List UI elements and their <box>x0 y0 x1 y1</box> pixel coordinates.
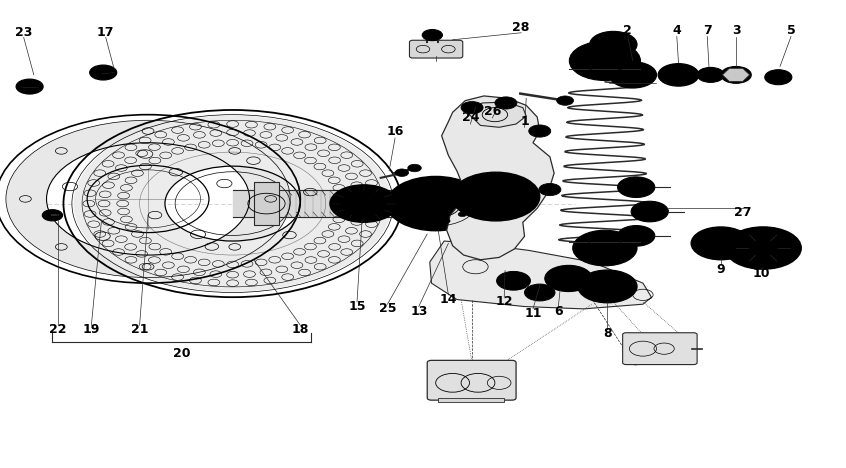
Text: 25: 25 <box>379 302 396 315</box>
Text: 2: 2 <box>624 24 632 37</box>
Circle shape <box>631 201 668 222</box>
FancyBboxPatch shape <box>427 360 516 400</box>
Circle shape <box>497 271 530 290</box>
Circle shape <box>578 270 637 303</box>
Circle shape <box>697 67 724 82</box>
Text: 16: 16 <box>387 124 404 138</box>
Text: 26: 26 <box>484 105 501 118</box>
Circle shape <box>539 183 561 196</box>
Text: 5: 5 <box>787 24 795 37</box>
Circle shape <box>421 184 430 189</box>
Text: 12: 12 <box>496 295 513 308</box>
Text: 15: 15 <box>349 300 365 313</box>
Text: 22: 22 <box>49 323 66 336</box>
FancyBboxPatch shape <box>409 40 463 58</box>
Text: 23: 23 <box>15 26 32 39</box>
Circle shape <box>529 125 551 137</box>
Text: 10: 10 <box>753 267 770 280</box>
Text: 21: 21 <box>131 323 148 336</box>
Circle shape <box>676 83 681 86</box>
Text: 13: 13 <box>410 305 427 318</box>
Circle shape <box>609 62 656 88</box>
Circle shape <box>525 284 555 301</box>
Polygon shape <box>254 182 279 225</box>
Text: 27: 27 <box>734 206 751 219</box>
Text: 28: 28 <box>513 21 530 34</box>
Circle shape <box>459 190 467 195</box>
Polygon shape <box>722 68 750 81</box>
Polygon shape <box>415 186 436 221</box>
Circle shape <box>16 79 43 94</box>
Circle shape <box>659 73 664 76</box>
Circle shape <box>442 219 450 223</box>
Circle shape <box>398 201 407 206</box>
Polygon shape <box>430 241 651 309</box>
Circle shape <box>725 227 801 269</box>
Circle shape <box>664 67 669 70</box>
Text: 6: 6 <box>554 305 563 318</box>
Circle shape <box>459 212 467 217</box>
Circle shape <box>461 102 483 114</box>
Polygon shape <box>442 96 554 260</box>
Circle shape <box>691 227 750 260</box>
Text: 20: 20 <box>173 347 190 360</box>
Circle shape <box>664 80 669 83</box>
Circle shape <box>618 177 655 197</box>
Text: 9: 9 <box>717 263 725 276</box>
Circle shape <box>464 201 473 206</box>
Circle shape <box>721 66 751 83</box>
Circle shape <box>495 97 517 109</box>
Circle shape <box>404 212 413 217</box>
Circle shape <box>452 172 540 221</box>
Circle shape <box>422 29 442 41</box>
Circle shape <box>693 73 698 76</box>
Circle shape <box>90 65 117 80</box>
Circle shape <box>395 169 409 176</box>
Text: 14: 14 <box>440 293 457 306</box>
Circle shape <box>618 226 655 246</box>
Circle shape <box>442 184 450 189</box>
Circle shape <box>688 67 693 70</box>
Text: 24: 24 <box>462 111 479 124</box>
Circle shape <box>408 164 421 172</box>
FancyBboxPatch shape <box>623 333 697 365</box>
Text: 18: 18 <box>292 323 309 336</box>
Circle shape <box>387 176 485 231</box>
Text: 19: 19 <box>83 323 100 336</box>
Circle shape <box>557 96 574 105</box>
Circle shape <box>765 70 792 85</box>
Circle shape <box>688 80 693 83</box>
Circle shape <box>330 185 398 222</box>
Text: 11: 11 <box>525 307 541 320</box>
Polygon shape <box>467 102 526 127</box>
Polygon shape <box>438 398 504 402</box>
Text: 17: 17 <box>97 26 114 39</box>
Circle shape <box>658 64 699 86</box>
Text: 8: 8 <box>603 327 612 340</box>
Circle shape <box>590 31 637 58</box>
Circle shape <box>569 41 640 80</box>
Circle shape <box>573 230 637 266</box>
Circle shape <box>421 219 430 223</box>
Text: 1: 1 <box>520 115 529 128</box>
Circle shape <box>42 210 63 221</box>
Text: 4: 4 <box>673 24 681 37</box>
Circle shape <box>676 64 681 67</box>
Circle shape <box>404 190 413 195</box>
Text: 7: 7 <box>703 24 711 37</box>
Circle shape <box>545 265 592 292</box>
Text: 3: 3 <box>732 24 740 37</box>
